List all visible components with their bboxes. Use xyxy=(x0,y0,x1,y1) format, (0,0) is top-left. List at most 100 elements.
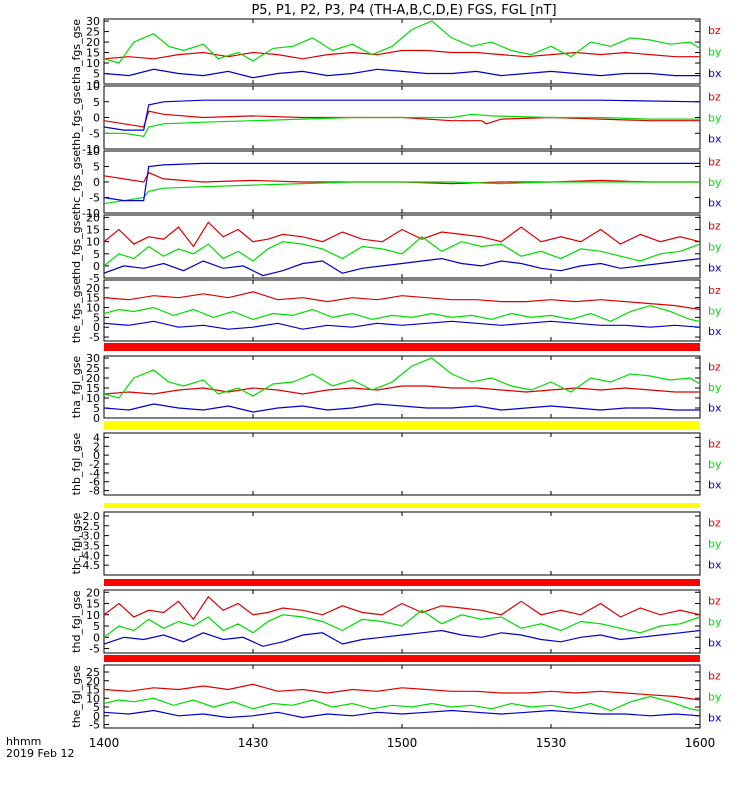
y-tick-label: -3.0 xyxy=(79,530,100,543)
y-tick-label: 20 xyxy=(86,36,100,49)
x-tick-label: 1500 xyxy=(387,736,418,750)
y-tick-label: 20 xyxy=(86,372,100,385)
y-tick-label: -4 xyxy=(89,467,100,480)
y-tick-label: 0 xyxy=(93,260,100,273)
y-tick-label: 15 xyxy=(86,684,100,697)
x-axis-date-label: 2019 Feb 12 xyxy=(6,747,74,760)
y-tick-label: 25 xyxy=(86,26,100,39)
legend-entry-bz: bz xyxy=(708,595,721,608)
series-line-bx xyxy=(104,257,700,277)
y-tick-label: 4 xyxy=(93,431,100,444)
legend-entry-bz: bz xyxy=(708,24,721,37)
y-tick-label: 0 xyxy=(93,112,100,125)
legend-entry-bz: bz xyxy=(708,360,721,373)
series-line-bz xyxy=(104,221,700,248)
legend-entry-bz: bz xyxy=(708,437,721,450)
y-tick-label: 20 xyxy=(86,211,100,224)
x-axis-unit-label: hhmm xyxy=(6,735,41,748)
y-tick-label: 0 xyxy=(93,412,100,425)
legend-entry-bx: bx xyxy=(708,325,722,338)
y-tick-label: 2 xyxy=(93,440,100,453)
legend-entry-by: by xyxy=(708,381,722,394)
y-tick-label: -5 xyxy=(89,127,100,140)
legend-entry-bz: bz xyxy=(708,284,721,297)
panel-frame xyxy=(103,664,701,729)
legend-entry-bz: bz xyxy=(708,670,721,683)
series-line-bx xyxy=(104,403,700,413)
y-tick-label: 20 xyxy=(86,282,100,295)
legend-entry-bz: bz xyxy=(708,155,721,168)
y-tick-label: 10 xyxy=(86,236,100,249)
legend-entry-by: by xyxy=(708,176,722,189)
chart-title: P5, P1, P2, P3, P4 (TH-A,B,C,D,E) FGS, F… xyxy=(251,3,556,18)
y-tick-label: 10 xyxy=(86,302,100,315)
no-data-bar xyxy=(104,503,700,508)
y-tick-label: -4.0 xyxy=(79,549,100,562)
y-tick-label: -3.5 xyxy=(79,539,100,552)
legend-entry-by: by xyxy=(708,46,722,59)
x-axis: 1400 1430 1500 1530 1600 xyxy=(89,736,716,750)
legend-entry-by: by xyxy=(708,538,722,551)
y-tick-label: 20 xyxy=(86,675,100,688)
series-line-by xyxy=(104,304,700,322)
panel-frame xyxy=(103,589,701,654)
y-tick-label: -2 xyxy=(89,458,100,471)
y-axis-label: thb_fgl_gse xyxy=(70,432,83,495)
x-tick-label: 1430 xyxy=(238,736,269,750)
y-tick-label: -5 xyxy=(89,272,100,285)
series-line-bx xyxy=(104,320,700,330)
series-line-by xyxy=(104,20,700,64)
y-tick-label: -5 xyxy=(89,719,100,732)
legend-entry-bx: bx xyxy=(708,479,722,492)
legend-entry-bz: bz xyxy=(708,91,721,104)
y-tick-label: 30 xyxy=(86,352,100,365)
legend-entry-bx: bx xyxy=(708,712,722,725)
series-line-bx xyxy=(104,709,700,719)
series-line-bz xyxy=(104,49,700,60)
legend-entry-bx: bx xyxy=(708,133,722,146)
no-data-bar xyxy=(104,343,700,351)
y-axis-label: thd_fgs_gse xyxy=(70,214,83,280)
y-tick-label: 25 xyxy=(86,362,100,375)
y-tick-label: 10 xyxy=(86,145,100,158)
legend-entry-bx: bx xyxy=(708,67,722,80)
y-tick-label: 10 xyxy=(86,80,100,93)
y-tick-label: 15 xyxy=(86,382,100,395)
y-tick-label: 5 xyxy=(93,248,100,261)
y-tick-label: -2.0 xyxy=(79,510,100,523)
y-tick-label: -10 xyxy=(82,207,100,220)
legend-entry-bx: bx xyxy=(708,402,722,415)
y-tick-label: 0 xyxy=(93,78,100,91)
panel-frame xyxy=(103,279,701,342)
legend-entry-bx: bx xyxy=(708,197,722,210)
y-axis-label: thc_fgs_gse xyxy=(70,150,83,215)
legend-entry-by: by xyxy=(708,241,722,254)
series-line-by xyxy=(104,181,700,205)
series-line-bz xyxy=(104,683,700,701)
y-tick-label: 30 xyxy=(86,15,100,28)
y-tick-label: 10 xyxy=(86,392,100,405)
no-data-bar xyxy=(104,579,700,586)
y-tick-label: 15 xyxy=(86,224,100,237)
y-axis-label: thd_fgl_gse xyxy=(70,590,83,653)
y-tick-label: 0 xyxy=(93,631,100,644)
series-line-bx xyxy=(104,629,700,647)
legend-entry-by: by xyxy=(708,458,722,471)
y-tick-label: 15 xyxy=(86,292,100,305)
y-tick-label: -5 xyxy=(89,643,100,656)
y-tick-label: 10 xyxy=(86,692,100,705)
legend-entry-bx: bx xyxy=(708,262,722,275)
legend-entry-by: by xyxy=(708,112,722,125)
y-tick-label: -8 xyxy=(89,485,100,498)
y-tick-label: 5 xyxy=(93,68,100,81)
y-tick-label: -2.5 xyxy=(79,520,100,533)
series-line-by xyxy=(104,236,700,267)
y-tick-label: 0 xyxy=(93,176,100,189)
